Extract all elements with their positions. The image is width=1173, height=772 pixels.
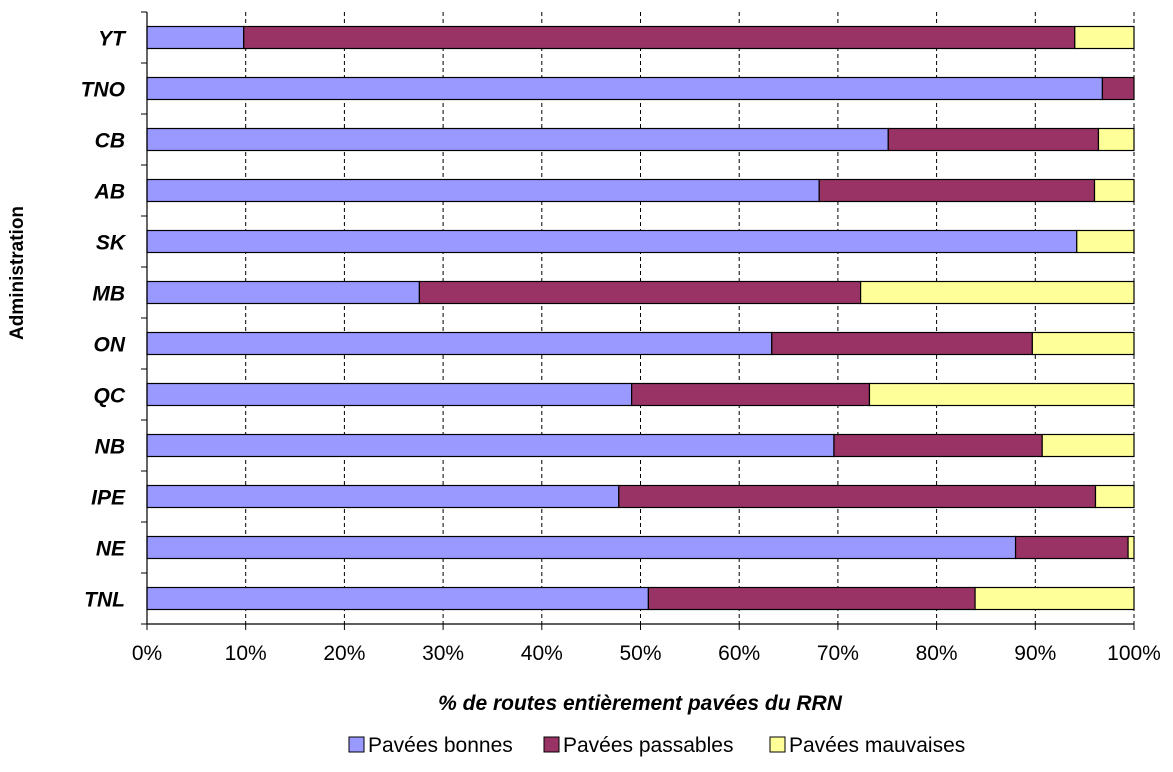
bar-segment — [771, 331, 1033, 356]
x-tick-label: 80% — [916, 642, 958, 665]
legend-label: Pavées bonnes — [368, 734, 513, 757]
category-label: QC — [94, 385, 126, 408]
bar-segment — [618, 484, 1097, 509]
bar-segment — [974, 586, 1135, 611]
x-tick-label: 0% — [132, 642, 162, 665]
category-label: MB — [92, 283, 125, 306]
bar-segment — [647, 586, 976, 611]
category-label: AB — [94, 181, 125, 204]
legend-swatch — [769, 736, 786, 753]
category-label: ON — [94, 334, 126, 357]
bar-segment — [146, 586, 649, 611]
bar-segment — [146, 535, 1017, 560]
bar-segment — [146, 229, 1078, 254]
bar-segment — [1074, 25, 1135, 50]
bar-segment — [887, 127, 1100, 152]
y-axis-title: Administration — [7, 206, 28, 340]
bar-segment — [1014, 535, 1129, 560]
x-tick-label: 40% — [521, 642, 563, 665]
bar-segment — [146, 127, 889, 152]
x-tick-label: 100% — [1107, 642, 1161, 665]
x-tick-label: 50% — [619, 642, 661, 665]
bar-segment — [146, 280, 421, 305]
x-axis-title: % de routes entièrement pavées du RRN — [438, 692, 843, 715]
axes — [141, 11, 1135, 630]
bar-segment — [146, 484, 620, 509]
bar-segment — [860, 280, 1135, 305]
category-label: TNO — [81, 79, 125, 102]
bar-segment — [1101, 76, 1135, 101]
bar-segment — [1076, 229, 1135, 254]
x-tick-label: 30% — [422, 642, 464, 665]
bar-segment — [818, 178, 1096, 203]
x-tick-labels: 0% 10% 20% 30% 40% 50% 60% 70% 80% 90% 100% — [132, 642, 1161, 665]
category-label: IPE — [91, 487, 126, 510]
category-label: YT — [98, 28, 127, 51]
bar-segment — [146, 433, 835, 458]
bar-segment — [1041, 433, 1135, 458]
category-label: NB — [95, 436, 125, 459]
legend-label: Pavées mauvaises — [789, 734, 965, 757]
bar-segment — [146, 25, 245, 50]
bars — [146, 25, 1135, 611]
x-tick-label: 70% — [817, 642, 859, 665]
category-label: CB — [95, 130, 125, 153]
bar-segment — [1097, 127, 1135, 152]
bar-segment — [833, 433, 1043, 458]
gridlines — [245, 12, 1135, 624]
bar-segment — [868, 382, 1135, 407]
bar-segment — [1031, 331, 1135, 356]
bar-segment — [146, 178, 820, 203]
x-tick-label: 20% — [323, 642, 365, 665]
bar-segment — [1127, 535, 1135, 560]
bar-segment — [418, 280, 862, 305]
bar-segment — [1093, 178, 1135, 203]
bar-segment — [631, 382, 871, 407]
legend-label: Pavées passables — [563, 734, 733, 757]
x-tick-label: 90% — [1014, 642, 1056, 665]
legend-swatch — [348, 736, 365, 753]
legend: Pavées bonnes Pavées passables Pavées mauv… — [348, 734, 965, 757]
bar-segment — [243, 25, 1076, 50]
bar-segment — [1094, 484, 1135, 509]
category-labels: YT TNO CB AB SK MB ON QC NB IPE NE TNL — [81, 28, 127, 612]
bar-segment — [146, 382, 633, 407]
category-label: TNL — [84, 589, 125, 612]
x-tick-label: 60% — [718, 642, 760, 665]
category-label: NE — [96, 538, 126, 561]
x-tick-label: 10% — [225, 642, 267, 665]
legend-swatch — [543, 736, 560, 753]
bar-segment — [146, 331, 773, 356]
bar-segment — [146, 76, 1104, 101]
category-label: SK — [96, 232, 127, 255]
